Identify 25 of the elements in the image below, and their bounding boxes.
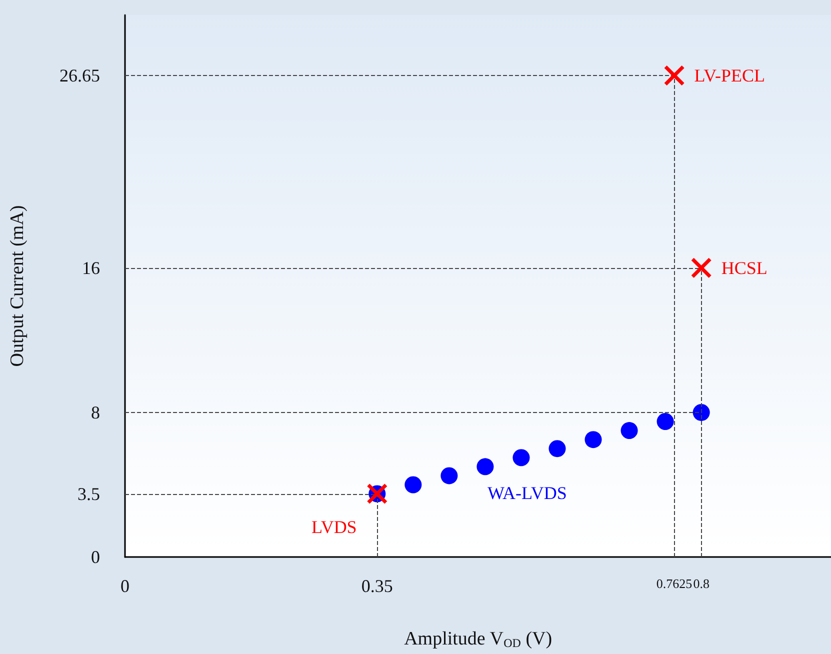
point xyxy=(404,476,422,494)
y-tick-label: 0 xyxy=(91,547,100,567)
point xyxy=(692,404,710,421)
x-tick-label: 0.8 xyxy=(693,576,710,591)
point xyxy=(584,431,602,448)
x-tick-label: 0.7625 xyxy=(656,576,692,591)
point xyxy=(691,258,712,278)
y-tick-label: 26.65 xyxy=(60,66,100,86)
series-label: LVDS xyxy=(311,516,357,537)
y-tick-label: 3.5 xyxy=(78,484,100,504)
point xyxy=(548,440,566,458)
y-tick-label: 16 xyxy=(82,258,100,278)
series-label: HCSL xyxy=(721,258,768,278)
y-tick-label: 8 xyxy=(91,402,100,422)
point xyxy=(476,458,494,476)
x-tick-label: 0 xyxy=(120,576,130,596)
series-label: WA-LVDS xyxy=(488,483,567,504)
point xyxy=(512,449,530,466)
x-tick-label: 0.35 xyxy=(361,576,393,596)
series-label: LV-PECL xyxy=(694,66,766,86)
y-axis-title: Output Current (mA) xyxy=(7,205,28,367)
point xyxy=(656,413,674,430)
point xyxy=(440,467,458,484)
point xyxy=(664,66,684,86)
point xyxy=(620,422,638,440)
